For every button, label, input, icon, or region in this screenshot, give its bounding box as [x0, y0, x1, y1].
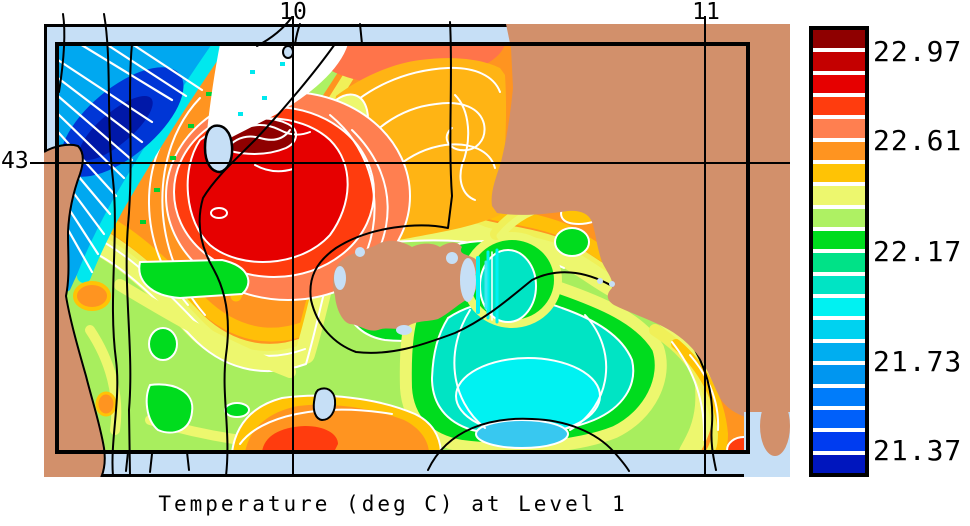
- colorbar-segment: [813, 74, 865, 94]
- graticule: [30, 16, 790, 477]
- colorbar-tick-label: 22.17: [873, 234, 963, 268]
- x-axis-tick-10: 10: [279, 0, 307, 25]
- colorbar-segment: [813, 320, 865, 339]
- colorbar-segment: [813, 208, 865, 228]
- mainland-coast: [491, 24, 790, 418]
- island-gorgona: [282, 45, 294, 59]
- colorbar-segment: [813, 52, 865, 71]
- colorbar-segment: [813, 30, 865, 49]
- island-shallow-cells: [334, 247, 476, 335]
- island-capraia: [203, 124, 234, 174]
- colorbar-segment: [813, 298, 865, 317]
- land-layer: [44, 24, 790, 477]
- colorbar-segment: [813, 164, 865, 183]
- colorbar-segment: [813, 432, 865, 451]
- colorbar-tick-label: 21.37: [873, 433, 963, 467]
- colorbar-segment: [813, 231, 865, 250]
- y-axis-tick-43: 43: [1, 148, 29, 174]
- colorbar: [809, 26, 869, 477]
- colorbar-segment: [813, 253, 865, 272]
- colorbar-segment: [813, 365, 865, 384]
- corsica-coastline: [44, 143, 106, 477]
- colorbar-segment: [813, 409, 865, 429]
- colorbar-segment: [813, 342, 865, 362]
- colorbar-segment: [813, 119, 865, 138]
- island-elba: [332, 240, 479, 331]
- colorbar-tick-label: 22.97: [873, 35, 963, 69]
- colorbar-tick-label: 21.73: [873, 345, 963, 379]
- colorbar-segment: [813, 186, 865, 205]
- plot-title: Temperature (deg C) at Level 1: [158, 492, 628, 516]
- colorbar-segment: [813, 387, 865, 406]
- colorbar-tick-label: 22.61: [873, 123, 963, 157]
- domain-box: [55, 42, 750, 454]
- colorbar-segment: [813, 454, 865, 473]
- colorbar-segment: [813, 97, 865, 116]
- colorbar-segment: [813, 141, 865, 161]
- x-axis-tick-11: 11: [692, 0, 720, 25]
- island-pianosa: [312, 387, 337, 421]
- colorbar-segment: [813, 275, 865, 295]
- corsica-land: [44, 144, 105, 477]
